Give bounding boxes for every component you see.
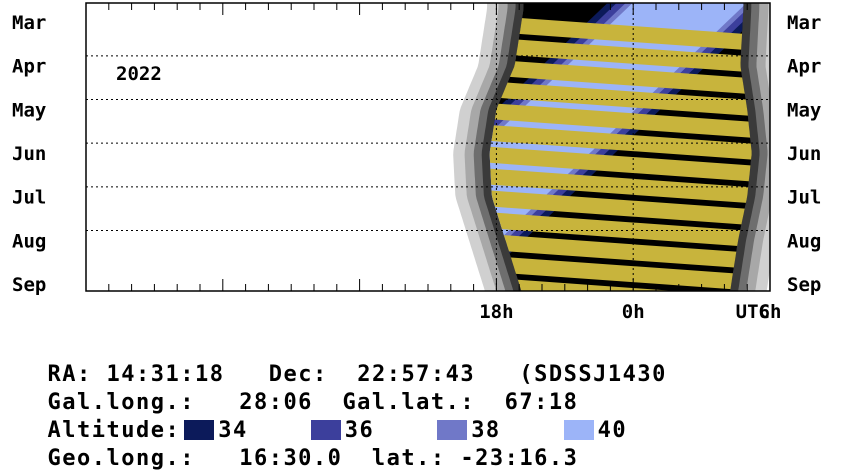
year-label: 2022 (116, 63, 162, 85)
info-row-site: Geo.long.: 16:30.0 lat.: -23:16.3 (18, 420, 578, 471)
gal-lat-label: Gal.lat.: (342, 390, 476, 415)
month-label-left: Jun (12, 143, 46, 165)
info-row-coordinates: RA: 14:31:18 Dec: 22:57:43 (SDSSJ1430 (18, 336, 667, 387)
legend-label-34: 34 (218, 418, 248, 443)
legend-swatch-40 (563, 420, 594, 440)
month-label-right: May (787, 99, 821, 121)
moon-stripe-9 (489, 209, 752, 252)
month-axis-right: Mar Apr May Jun Jul Aug Sep (787, 12, 821, 296)
month-label-left: Jul (12, 187, 46, 209)
gal-lat-value: 67:18 (504, 390, 579, 415)
gal-long-label: Gal.long.: (47, 390, 195, 415)
altitude-label: Altitude: (47, 418, 181, 443)
moon-stripe-2 (489, 56, 752, 99)
dec-label: Dec: (268, 362, 328, 387)
moon-stripe-1 (489, 34, 752, 77)
month-label-right: Mar (787, 12, 821, 34)
dec-value: 22:57:43 (357, 362, 476, 387)
legend-label-40: 40 (597, 418, 628, 443)
geo-long-label: Geo.long.: (47, 446, 195, 471)
legend-swatch-38 (437, 420, 468, 440)
month-label-left: Sep (12, 274, 46, 296)
month-axis-left: Mar Apr May Jun Jul Aug Sep (12, 12, 46, 296)
legend-swatch-36 (310, 420, 341, 440)
geo-long-value: 16:30.0 (239, 446, 343, 471)
lat-label: lat.: (371, 446, 446, 471)
plot-content (86, 3, 770, 291)
month-label-left: Mar (12, 12, 46, 34)
month-label-left: Apr (12, 56, 46, 78)
month-label-right: Jul (787, 187, 821, 209)
month-label-right: Aug (787, 230, 821, 252)
legend-label-38: 38 (471, 418, 501, 443)
altitude-band (489, 3, 752, 291)
gal-long-value: 28:06 (239, 390, 313, 415)
moon-stripe-10 (489, 231, 752, 274)
time-tick-label: 18h (479, 301, 513, 323)
time-tick-label: UTC (736, 301, 770, 323)
moon-stripe-7 (489, 165, 752, 208)
ra-value: 14:31:18 (106, 362, 225, 387)
time-tick-label: 6h (759, 301, 782, 323)
visibility-chart: Mar Apr May Jun Jul Aug Sep Mar Apr May Jun Jul Aug… (12, 2, 821, 323)
month-label-left: Aug (12, 230, 46, 252)
info-row-altitude-legend: Altitude: 34 36 38 40 (18, 392, 627, 443)
month-label-left: May (12, 99, 46, 121)
grid-lines (86, 3, 770, 291)
moon-stripe-4 (489, 100, 752, 143)
month-label-right: Sep (787, 274, 821, 296)
legend-label-36: 36 (344, 418, 375, 443)
month-label-right: Apr (787, 56, 821, 78)
ticks (85, 3, 771, 291)
time-tick-label: 0h (622, 301, 645, 323)
object-name: (SDSSJ1430 (519, 362, 667, 387)
info-row-galactic: Gal.long.: 28:06 Gal.lat.: 67:18 (18, 364, 578, 415)
lat-value: -23:16.3 (460, 446, 579, 471)
legend-swatch-34 (184, 420, 215, 440)
altitude-region-40 (489, 3, 752, 291)
ra-label: RA: (47, 362, 92, 387)
month-label-right: Jun (787, 143, 821, 165)
